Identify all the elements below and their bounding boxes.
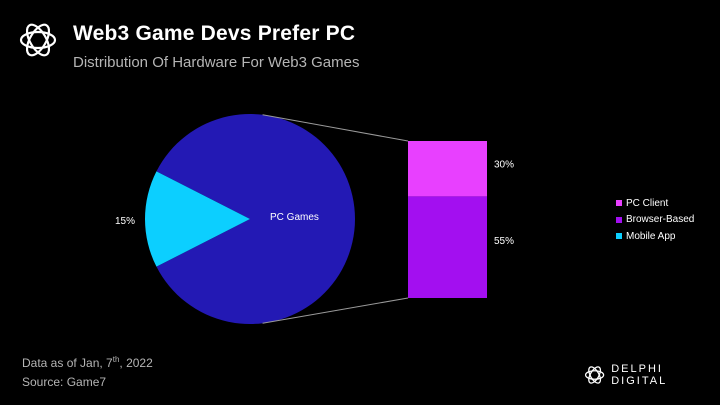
legend-label: PC Client bbox=[626, 197, 669, 209]
pie-data-label-pc-games: PC Games bbox=[270, 212, 319, 223]
connector-line-bottom bbox=[262, 297, 409, 324]
date-suffix: , 2022 bbox=[119, 356, 153, 370]
legend-swatch bbox=[616, 216, 622, 223]
legend-swatch bbox=[616, 233, 622, 240]
legend-label: Mobile App bbox=[626, 230, 676, 242]
pie-slice-pc-games bbox=[156, 113, 355, 324]
legend-swatch bbox=[616, 200, 622, 207]
legend-item: Mobile App bbox=[616, 228, 694, 245]
bar-segment-browser-based bbox=[408, 196, 487, 298]
chart-legend: PC Client Browser-Based Mobile App bbox=[616, 195, 694, 245]
legend-item: PC Client bbox=[616, 195, 694, 212]
brand-name: DELPHI DIGITAL bbox=[611, 363, 668, 387]
bar-data-label-1: 30% bbox=[494, 160, 514, 171]
bar-data-label-2: 55% bbox=[494, 236, 514, 247]
bar-segment-pc-client bbox=[408, 141, 487, 197]
delphi-logo-icon bbox=[584, 366, 605, 384]
legend-item: Browser-Based bbox=[616, 212, 694, 229]
pie-slice-15 bbox=[145, 171, 250, 267]
date-superscript: th bbox=[112, 355, 120, 364]
chart-subtitle: Distribution Of Hardware For Web3 Games bbox=[73, 54, 360, 71]
connector-line-top bbox=[262, 114, 409, 142]
date-prefix: Data as of Jan, 7 bbox=[22, 356, 113, 370]
source-note: Source: Game7 bbox=[22, 375, 107, 389]
data-date-note: Data as of Jan, 7th, 2022 bbox=[22, 355, 153, 370]
delphi-logo-icon bbox=[19, 23, 57, 57]
pie-data-label-15: 15% bbox=[115, 216, 135, 227]
chart-title: Web3 Game Devs Prefer PC bbox=[73, 22, 356, 45]
brand-mark: DELPHI DIGITAL bbox=[584, 363, 720, 387]
legend-label: Browser-Based bbox=[626, 214, 695, 226]
